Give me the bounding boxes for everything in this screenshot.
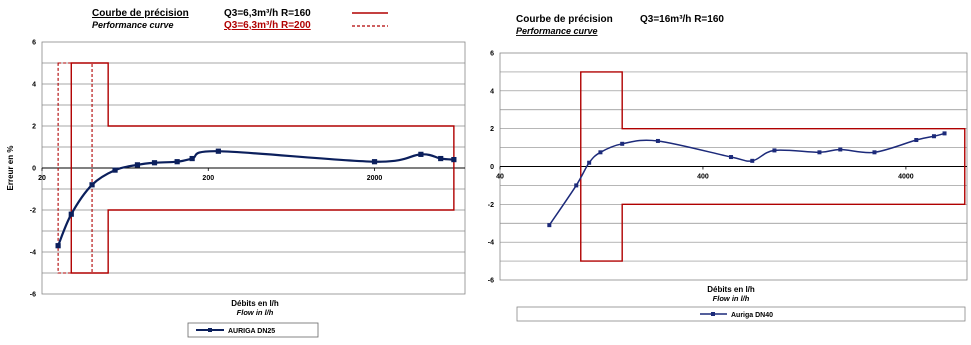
left-x-axis-label: Débits en l/h (231, 299, 279, 308)
left-x-tick-label: 20 (38, 175, 46, 182)
right-tolerance-envelopes (580, 71, 966, 262)
left-data-point (68, 211, 74, 217)
right-data-point (914, 138, 919, 143)
left-legend-dashed-label: Q3=6,3m³/h R=200 (224, 20, 311, 31)
left-data-point (189, 155, 195, 162)
right-y-tick-label: -4 (488, 240, 494, 247)
left-x-axis-label-en: Flow in l/h (237, 308, 274, 317)
left-y-axis-label: Erreur en % (6, 146, 15, 191)
left-title-en: Performance curve (92, 20, 174, 30)
right-legend: Auriga DN40 (516, 306, 966, 322)
right-data-point (772, 148, 777, 153)
right-title-en: Performance curve (516, 26, 598, 36)
left-legend-box (187, 322, 319, 338)
right-x-tick-label: 400 (697, 174, 709, 181)
right-data-point (587, 160, 592, 165)
left-legend: AURIGA DN25 (187, 322, 319, 338)
left-data-point (418, 151, 424, 157)
left-x-tick-label: 2000 (367, 175, 383, 182)
right-data-point (547, 223, 552, 228)
right-data-point (872, 150, 877, 155)
right-title-fr: Courbe de précision (516, 14, 613, 25)
right-y-tick-label: 4 (490, 88, 494, 95)
right-y-tick-labels: 6 4 2 0 -2 -4 -6 (488, 51, 494, 285)
right-chart: 6 4 2 0 -2 -4 -6 40 400 4000 Débits en l/h Flow … (488, 51, 968, 322)
right-envelope-solid (580, 71, 966, 262)
left-y-tick-label: 4 (32, 82, 36, 89)
right-data-point (838, 147, 843, 152)
right-legend-marker (711, 312, 715, 316)
left-data-point (112, 167, 118, 173)
right-legend-box (516, 306, 966, 322)
right-data-point (655, 138, 660, 143)
right-y-tick-label: 2 (490, 126, 494, 133)
right-spec: Q3=16m³/h R=160 (640, 14, 724, 25)
left-legend-marker (208, 328, 212, 332)
right-data-point (598, 150, 603, 155)
left-y-tick-label: 6 (32, 40, 36, 47)
left-data-point (174, 159, 180, 165)
left-y-tick-label: 0 (32, 166, 36, 173)
left-y-tick-labels: 6 4 2 0 -2 -4 -6 (30, 40, 36, 299)
right-x-tick-labels: 40 400 4000 (496, 166, 914, 181)
left-legend-series-name: AURIGA DN25 (228, 328, 275, 335)
left-data-point (438, 155, 444, 162)
left-legend-solid-label: Q3=6,3m³/h R=160 (224, 8, 311, 19)
left-tolerance-envelopes (57, 62, 455, 274)
left-series (55, 148, 457, 249)
right-data-point (750, 158, 755, 163)
right-data-point (729, 155, 734, 160)
left-data-point (89, 182, 95, 188)
right-x-tick-label: 4000 (898, 174, 914, 181)
left-data-point (134, 162, 141, 168)
left-data-point (371, 159, 378, 165)
right-y-tick-label: 6 (490, 51, 494, 58)
left-x-tick-labels: 20 200 2000 (38, 168, 382, 182)
left-data-point (151, 160, 158, 166)
right-x-axis-label-en: Flow in l/h (713, 294, 750, 303)
left-title-fr: Courbe de précision (92, 8, 189, 19)
left-envelope-dashed (57, 62, 93, 274)
right-data-point (942, 131, 947, 136)
right-legend-series-name: Auriga DN40 (731, 312, 773, 319)
left-y-tick-label: -4 (30, 250, 36, 257)
right-data-point (620, 141, 625, 146)
right-y-tick-label: -2 (488, 202, 494, 209)
right-data-point (574, 183, 579, 188)
right-y-tick-label: 0 (490, 164, 494, 171)
right-series (547, 131, 947, 228)
left-data-point (55, 243, 61, 249)
left-data-point (215, 148, 221, 154)
left-y-tick-label: -2 (30, 208, 36, 215)
right-data-point (817, 150, 822, 155)
right-y-tick-label: -6 (488, 278, 494, 285)
left-y-tick-label: 2 (32, 124, 36, 131)
right-x-tick-label: 40 (496, 174, 504, 181)
left-y-tick-label: -6 (30, 292, 36, 299)
left-x-tick-label: 200 (202, 175, 214, 182)
right-data-point (931, 134, 936, 139)
right-x-axis-label: Débits en l/h (707, 285, 755, 294)
left-data-point (451, 157, 457, 163)
